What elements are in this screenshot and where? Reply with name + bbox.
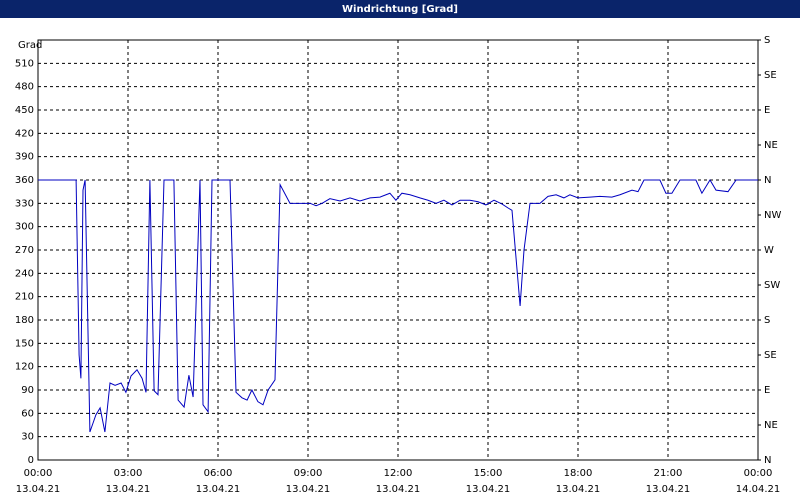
x-tick-label: 00:00 <box>24 468 53 479</box>
y2-tick-label: SE <box>764 350 777 361</box>
y-tick-label: 390 <box>15 152 34 163</box>
y-tick-label: 30 <box>21 432 34 443</box>
title-bar <box>0 0 800 18</box>
x-tick-date: 13.04.21 <box>376 484 421 495</box>
y-tick-label: 150 <box>15 338 34 349</box>
y2-tick-label: SE <box>764 70 777 81</box>
x-tick-date: 13.04.21 <box>106 484 151 495</box>
y-tick-label: 360 <box>15 175 34 186</box>
x-tick-date: 13.04.21 <box>286 484 331 495</box>
y-tick-label: 210 <box>15 292 34 303</box>
y-tick-label: 480 <box>15 82 34 93</box>
y-tick-label: 0 <box>28 455 34 466</box>
x-tick-label: 03:00 <box>114 468 143 479</box>
x-tick-date: 13.04.21 <box>196 484 241 495</box>
data-line <box>38 179 758 433</box>
y2-tick-label: NW <box>764 210 781 221</box>
x-tick-label: 09:00 <box>294 468 323 479</box>
y2-tick-label: E <box>764 385 770 396</box>
x-tick-date: 14.04.21 <box>736 484 781 495</box>
y2-tick-label: SW <box>764 280 780 291</box>
y-tick-label: 240 <box>15 268 34 279</box>
y2-tick-label: S <box>764 35 770 46</box>
y2-tick-label: E <box>764 105 770 116</box>
x-tick-label: 21:00 <box>654 468 683 479</box>
x-tick-date: 13.04.21 <box>16 484 61 495</box>
x-tick-label: 18:00 <box>564 468 593 479</box>
y-tick-label: 270 <box>15 245 34 256</box>
y-tick-label: 180 <box>15 315 34 326</box>
y-tick-label: 60 <box>21 408 34 419</box>
y2-tick-label: W <box>764 245 774 256</box>
x-tick-label: 00:00 <box>744 468 773 479</box>
y-tick-label: 90 <box>21 385 34 396</box>
y2-tick-label: N <box>764 175 771 186</box>
y2-tick-label: NE <box>764 140 778 151</box>
x-tick-date: 13.04.21 <box>646 484 691 495</box>
chart-title: Windrichtung [Grad] <box>342 4 458 15</box>
x-tick-label: 15:00 <box>474 468 503 479</box>
y-tick-label: 450 <box>15 105 34 116</box>
y-axis-label: Grad <box>18 40 42 51</box>
y2-tick-label: S <box>764 315 770 326</box>
y-tick-label: 120 <box>15 362 34 373</box>
y2-tick-label: NE <box>764 420 778 431</box>
x-tick-label: 06:00 <box>204 468 233 479</box>
y-tick-label: 300 <box>15 222 34 233</box>
y-tick-label: 420 <box>15 128 34 139</box>
y-tick-label: 330 <box>15 198 34 209</box>
x-tick-date: 13.04.21 <box>466 484 511 495</box>
y2-tick-label: N <box>764 455 771 466</box>
x-tick-date: 13.04.21 <box>556 484 601 495</box>
y-tick-label: 510 <box>15 58 34 69</box>
x-tick-label: 12:00 <box>384 468 413 479</box>
